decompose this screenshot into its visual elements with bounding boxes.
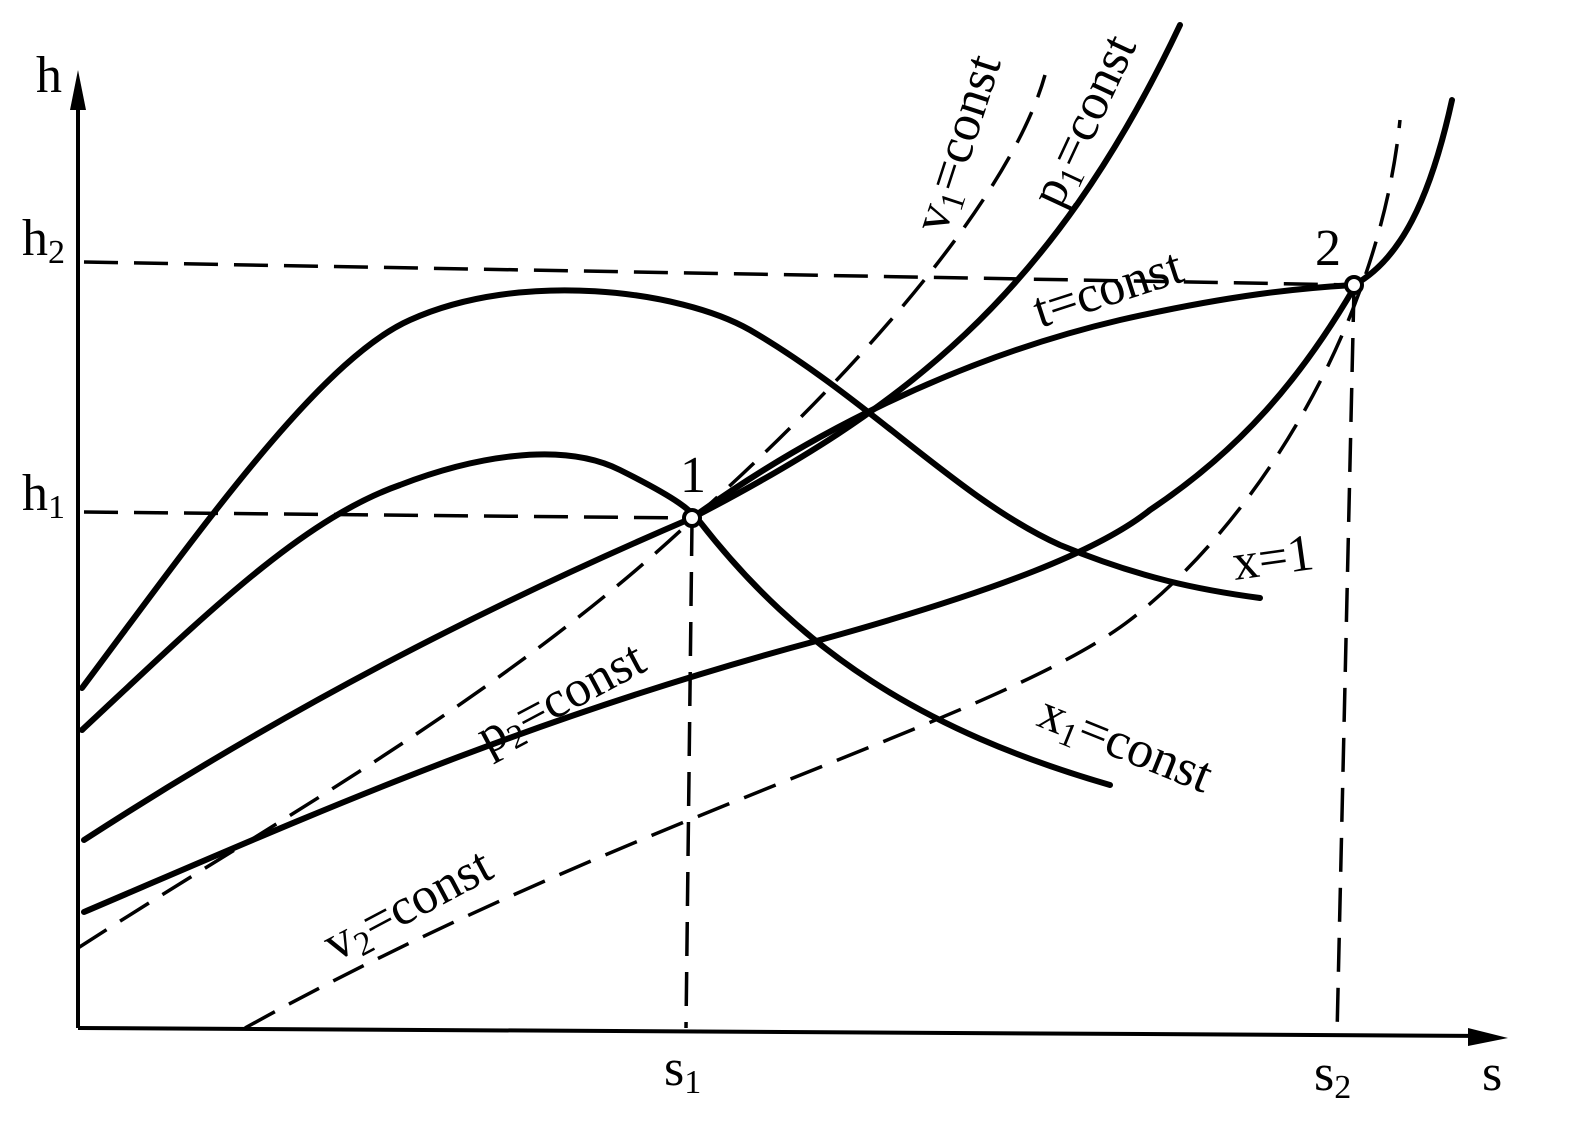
v2-const-curve [244, 119, 1402, 1030]
state-points: 1 2 [680, 220, 1364, 528]
x-axis-arrow-icon [1468, 1028, 1508, 1046]
s1-guide-line [684, 521, 694, 1029]
y-axis-arrow-icon [70, 70, 86, 110]
s2-guide-line [1335, 287, 1356, 1036]
state-point-2-label: 2 [1315, 220, 1341, 277]
x-axis [77, 1026, 1491, 1038]
v1-const-label: v1=const [902, 47, 1016, 240]
x1-const-label: x1=const [1029, 683, 1221, 808]
p2-const-curve [81, 285, 1357, 915]
x-axis-label: s [1482, 1045, 1502, 1102]
state-point-2 [1344, 275, 1364, 295]
p1-const-curve [81, 22, 1183, 843]
tick-labels: h2 h1 s1 s2 [22, 210, 1351, 1106]
x-1-label: x=1 [1229, 524, 1317, 592]
axes: h s [36, 47, 1508, 1102]
h2-guide-line [83, 260, 1356, 287]
state-point-1-label: 1 [680, 447, 706, 504]
h1-guide-line [83, 510, 689, 520]
s2-tick-label: s2 [1314, 1045, 1351, 1106]
v2-const-label: v2=const [314, 837, 504, 977]
v1-const-curve [77, 74, 1047, 950]
state-point-1 [682, 508, 702, 528]
isochores [77, 74, 1402, 1030]
s1-tick-label: s1 [664, 1040, 701, 1101]
solid-curves [79, 22, 1455, 915]
y-axis-label: h [36, 47, 62, 104]
guide-lines [83, 260, 1356, 1036]
h2-tick-label: h2 [22, 210, 65, 271]
x1-const-curve [79, 451, 1113, 788]
h1-tick-label: h1 [22, 465, 65, 526]
x-1-saturation-curve [79, 287, 1263, 691]
t-const-curve [689, 97, 1455, 521]
